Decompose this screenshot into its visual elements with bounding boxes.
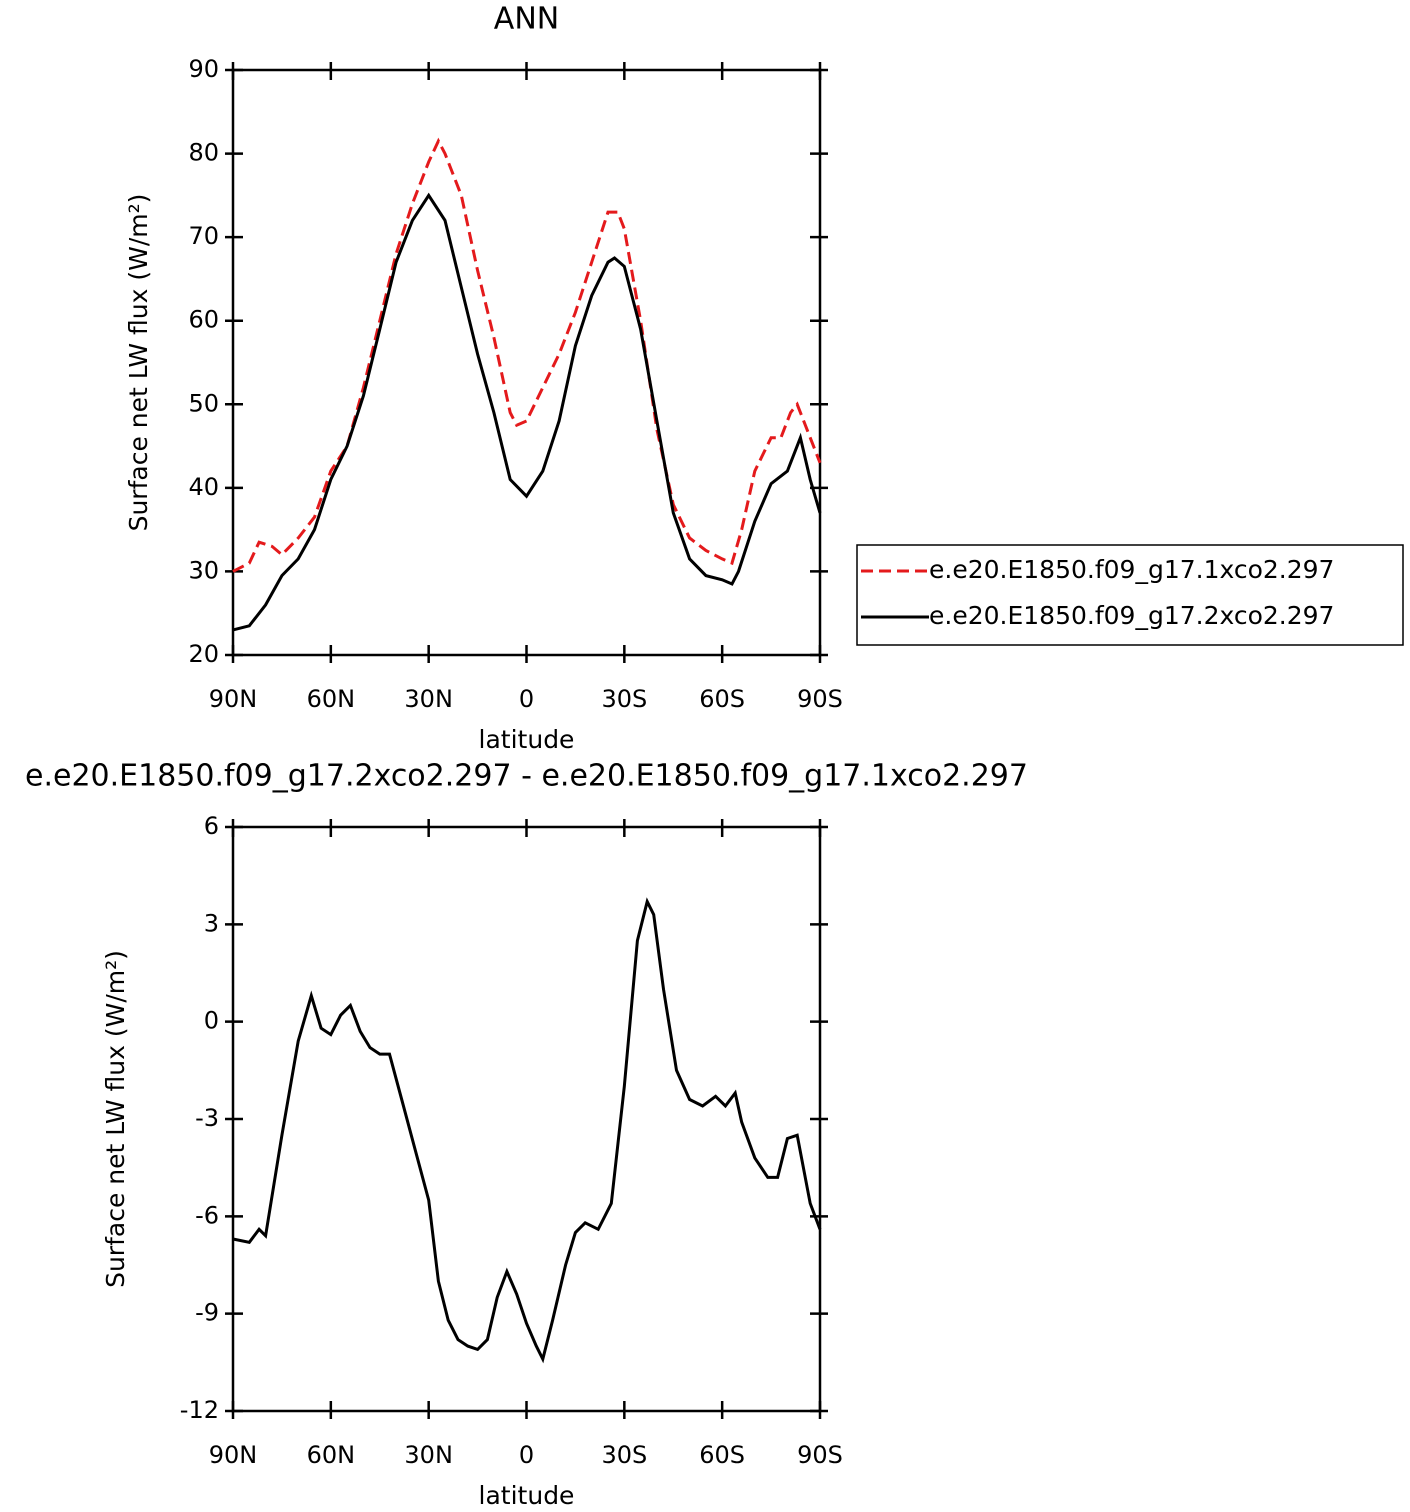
x-tick-label: 60S — [699, 1441, 745, 1469]
plot-frame — [231, 68, 822, 657]
x-tick-label: 30N — [404, 685, 453, 713]
x-tick-label: 60S — [699, 685, 745, 713]
legend-label: e.e20.E1850.f09_g17.2xco2.297 — [929, 601, 1334, 630]
y-tick-label: -9 — [195, 1299, 219, 1327]
chart-title: ANN — [494, 2, 559, 37]
y-tick-label: 20 — [188, 640, 219, 668]
chart-title: e.e20.E1850.f09_g17.2xco2.297 - e.e20.E1… — [25, 759, 1028, 794]
y-tick-label: 6 — [204, 812, 219, 840]
data-line — [232, 137, 822, 573]
x-tick-label: 60N — [307, 1441, 356, 1469]
plot-frame — [231, 825, 822, 1413]
y-tick-label: 80 — [188, 139, 219, 167]
y-tick-label: 50 — [188, 389, 219, 417]
data-line — [232, 192, 822, 632]
x-axis-label: latitude — [479, 725, 575, 754]
x-tick-label: 30N — [404, 1441, 453, 1469]
x-tick-label: 90S — [797, 685, 843, 713]
y-tick-label: 0 — [204, 1007, 219, 1035]
legend-box — [856, 544, 1404, 646]
y-axis-label: Surface net LW flux (W/m²) — [101, 950, 130, 1288]
data-line — [232, 897, 822, 1364]
y-tick-label: 60 — [188, 306, 219, 334]
x-tick-label: 30S — [601, 685, 647, 713]
y-tick-label: 90 — [188, 55, 219, 83]
x-tick-label: 30S — [601, 1441, 647, 1469]
x-axis-label: latitude — [479, 1481, 575, 1510]
y-tick-label: 40 — [188, 473, 219, 501]
x-tick-label: 90N — [209, 1441, 258, 1469]
x-tick-label: 60N — [307, 685, 356, 713]
y-tick-label: 3 — [204, 909, 219, 937]
x-tick-label: 0 — [519, 685, 534, 713]
legend-label: e.e20.E1850.f09_g17.1xco2.297 — [929, 555, 1334, 584]
y-tick-label: 70 — [188, 222, 219, 250]
y-tick-label: -3 — [195, 1104, 219, 1132]
y-tick-label: 30 — [188, 556, 219, 584]
y-tick-label: -12 — [180, 1396, 219, 1424]
y-axis-label: Surface net LW flux (W/m²) — [124, 194, 153, 532]
x-tick-label: 90S — [797, 1441, 843, 1469]
x-tick-label: 0 — [519, 1441, 534, 1469]
x-tick-label: 90N — [209, 685, 258, 713]
y-tick-label: -6 — [195, 1201, 219, 1229]
